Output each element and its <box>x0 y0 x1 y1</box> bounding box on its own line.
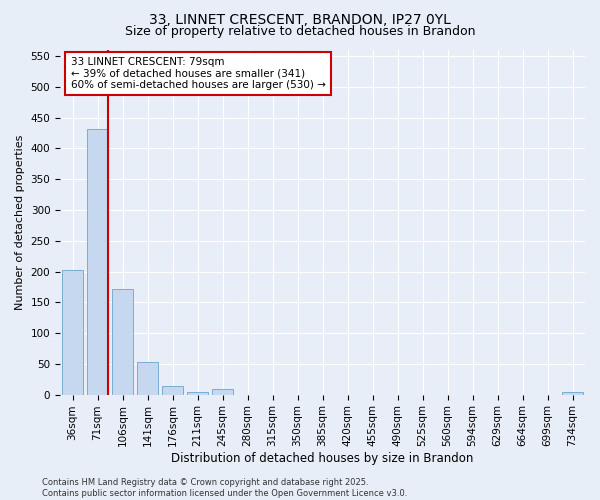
Bar <box>162 386 183 394</box>
Bar <box>87 129 108 394</box>
Text: Contains HM Land Registry data © Crown copyright and database right 2025.
Contai: Contains HM Land Registry data © Crown c… <box>42 478 407 498</box>
Bar <box>212 389 233 394</box>
Text: 33 LINNET CRESCENT: 79sqm
← 39% of detached houses are smaller (341)
60% of semi: 33 LINNET CRESCENT: 79sqm ← 39% of detac… <box>71 57 325 90</box>
Text: Size of property relative to detached houses in Brandon: Size of property relative to detached ho… <box>125 25 475 38</box>
Bar <box>187 392 208 394</box>
Bar <box>62 270 83 394</box>
Text: 33, LINNET CRESCENT, BRANDON, IP27 0YL: 33, LINNET CRESCENT, BRANDON, IP27 0YL <box>149 12 451 26</box>
Bar <box>137 362 158 394</box>
Bar <box>112 289 133 395</box>
Bar <box>562 392 583 394</box>
X-axis label: Distribution of detached houses by size in Brandon: Distribution of detached houses by size … <box>172 452 474 465</box>
Y-axis label: Number of detached properties: Number of detached properties <box>15 134 25 310</box>
